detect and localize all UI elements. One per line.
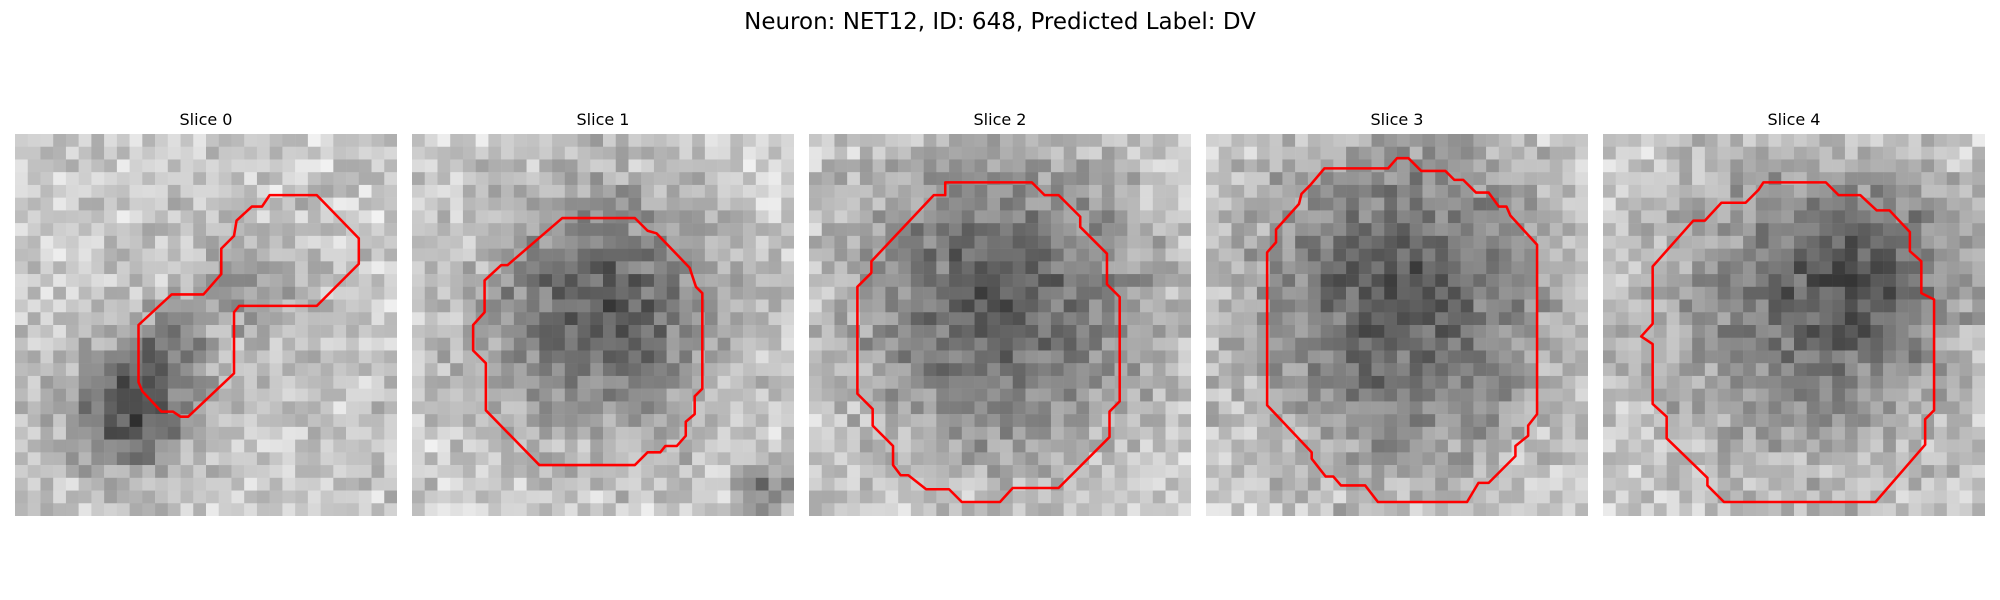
slice-3-image xyxy=(1206,134,1588,516)
slice-1-contour xyxy=(471,216,704,467)
slice-4-canvas xyxy=(1603,134,1985,516)
slice-0-image xyxy=(15,134,397,516)
slice-3-canvas xyxy=(1206,134,1588,516)
slice-0-canvas xyxy=(15,134,397,516)
slice-3-title: Slice 3 xyxy=(1370,110,1424,129)
slice-4-contour xyxy=(1639,181,1936,504)
slice-1-canvas xyxy=(412,134,794,516)
slice-1-title: Slice 1 xyxy=(576,110,630,129)
slice-1-image xyxy=(412,134,794,516)
slice-0-title: Slice 0 xyxy=(179,110,233,129)
slice-2-contour xyxy=(856,181,1121,504)
slice-2-title: Slice 2 xyxy=(973,110,1027,129)
slice-3-contour xyxy=(1265,156,1539,504)
figure-title: Neuron: NET12, ID: 648, Predicted Label:… xyxy=(744,9,1256,35)
slice-4-image xyxy=(1603,134,1985,516)
slice-2-canvas xyxy=(809,134,1191,516)
slice-4-title: Slice 4 xyxy=(1767,110,1821,129)
slice-2-image xyxy=(809,134,1191,516)
slice-0-contour xyxy=(137,193,361,418)
